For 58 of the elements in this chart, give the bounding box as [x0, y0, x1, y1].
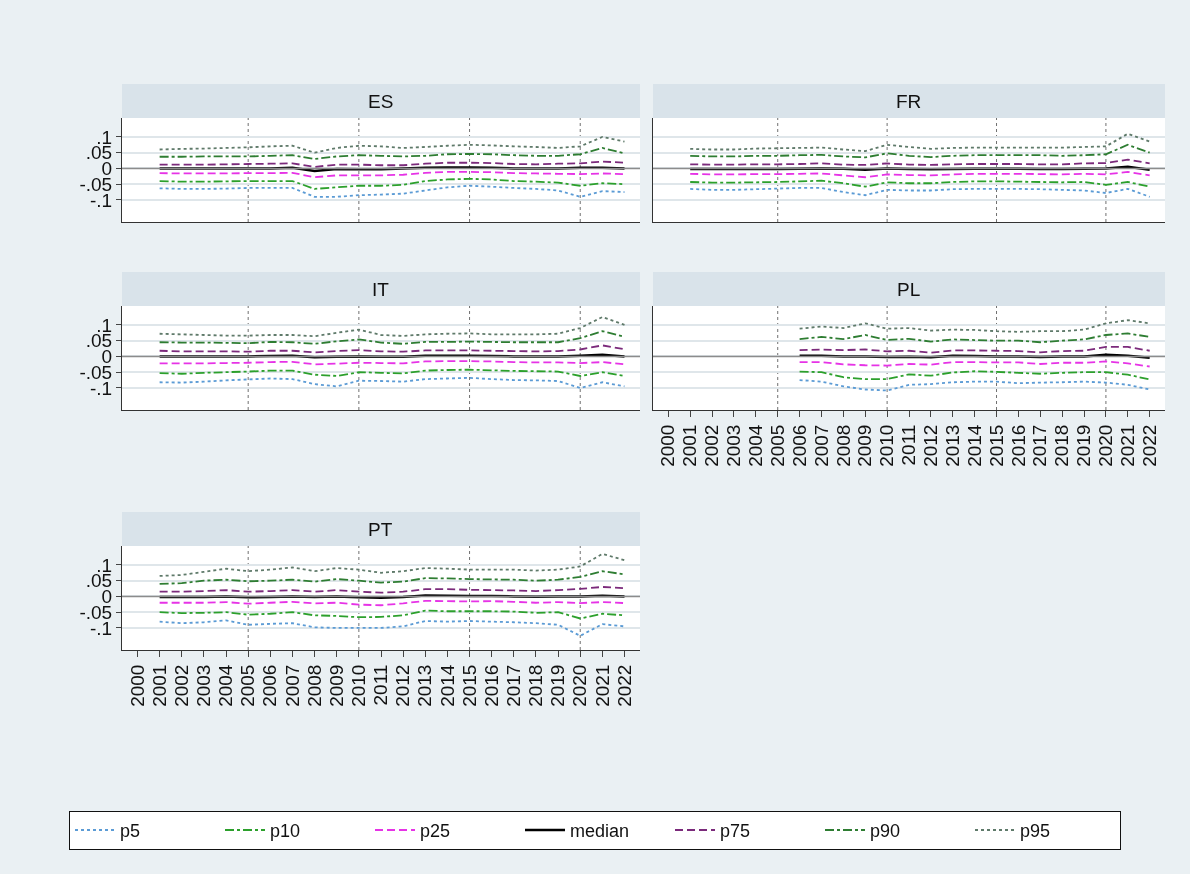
chart-title: PT: [368, 519, 393, 540]
legend-label: p10: [270, 821, 301, 842]
x-tick-label: 2010: [348, 664, 370, 707]
x-tick-label: 2004: [215, 664, 237, 707]
x-tick-label: 2006: [788, 424, 810, 467]
x-tick-label: 2022: [1138, 424, 1160, 467]
x-tick-label: 2000: [126, 664, 148, 707]
legend-label: p75: [720, 821, 751, 842]
x-tick-label: 2003: [723, 424, 745, 467]
x-tick-label: 2006: [259, 664, 281, 707]
x-tick-label: 2002: [701, 424, 723, 467]
legend-label: p90: [870, 821, 901, 842]
x-tick-label: 2002: [170, 664, 192, 707]
x-tick-label: 2022: [613, 664, 635, 707]
x-tick-label: 2017: [502, 664, 524, 707]
chart-title: PL: [897, 279, 921, 300]
legend-label: p25: [420, 821, 451, 842]
x-tick-label: 2018: [525, 664, 547, 707]
legend-label: p5: [120, 821, 141, 842]
x-tick-label: 2005: [237, 664, 259, 707]
x-tick-label: 2016: [480, 664, 502, 707]
x-tick-label: 2012: [392, 664, 414, 707]
legend-label: p95: [1020, 821, 1051, 842]
x-tick-label: 2015: [458, 664, 480, 707]
x-tick-label: 2013: [941, 424, 963, 467]
x-tick-label: 2011: [370, 664, 392, 706]
x-tick-label: 2003: [193, 664, 215, 707]
x-tick-label: 2005: [766, 424, 788, 467]
x-tick-label: 2010: [876, 424, 898, 467]
x-tick-label: 2018: [1051, 424, 1073, 467]
chart-title: FR: [896, 91, 922, 112]
legend-label: median: [570, 821, 630, 842]
x-tick-label: 2007: [810, 424, 832, 467]
x-tick-label: 2017: [1029, 424, 1051, 467]
x-tick-label: 2019: [1073, 424, 1095, 467]
chart-title: IT: [372, 279, 390, 300]
x-tick-label: 2011: [898, 424, 920, 466]
x-tick-label: 2014: [963, 424, 985, 467]
x-tick-label: 2008: [832, 424, 854, 467]
chart-title: ES: [368, 91, 394, 112]
x-tick-label: 2014: [436, 664, 458, 707]
x-tick-label: 2004: [745, 424, 767, 467]
x-tick-label: 2007: [281, 664, 303, 707]
x-tick-label: 2016: [1007, 424, 1029, 467]
x-tick-label: 2001: [148, 664, 170, 707]
x-tick-label: 2015: [985, 424, 1007, 467]
x-tick-label: 2001: [679, 424, 701, 467]
x-tick-label: 2008: [303, 664, 325, 707]
x-tick-label: 2009: [325, 664, 347, 707]
x-tick-label: 2020: [1095, 424, 1117, 467]
x-tick-label: 2021: [1116, 424, 1138, 467]
x-tick-label: 2009: [854, 424, 876, 467]
x-tick-label: 2000: [657, 424, 679, 467]
x-tick-label: 2021: [591, 664, 613, 707]
x-tick-label: 2019: [547, 664, 569, 707]
x-tick-label: 2020: [569, 664, 591, 707]
x-tick-label: 2012: [920, 424, 942, 467]
x-tick-label: 2013: [414, 664, 436, 707]
